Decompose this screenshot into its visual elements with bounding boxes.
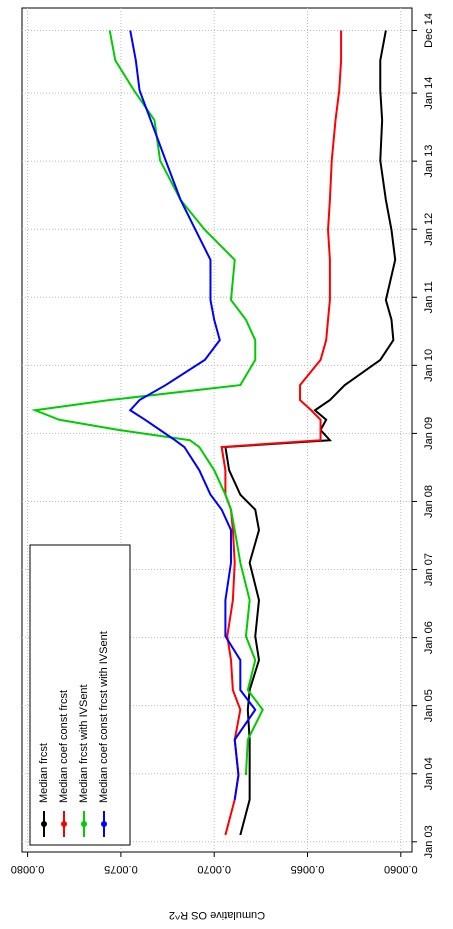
x-tick-label: Jan 11 bbox=[423, 281, 435, 313]
legend-marker bbox=[101, 821, 107, 827]
legend-box bbox=[29, 544, 131, 846]
series-line bbox=[128, 30, 257, 800]
y-axis-label: Cumulative OS R^2 bbox=[169, 909, 265, 921]
legend-label: Median frcst bbox=[38, 743, 50, 803]
x-tick-label: Jan 09 bbox=[423, 417, 435, 450]
x-tick-label: Jan 04 bbox=[423, 757, 435, 790]
series-line bbox=[220, 30, 343, 836]
series-line bbox=[224, 30, 397, 836]
x-tick-label: Jan 14 bbox=[423, 77, 435, 110]
legend-label: Median frcst with IVSent bbox=[78, 684, 90, 803]
y-tick-label: 0.0070 bbox=[197, 863, 231, 875]
x-tick-label: Jan 06 bbox=[423, 621, 435, 654]
x-tick-label: Jan 13 bbox=[423, 145, 435, 178]
x-tick-label: Jan 10 bbox=[423, 349, 435, 382]
legend-marker bbox=[61, 821, 67, 827]
plot-frame bbox=[21, 7, 413, 853]
y-tick-label: 0.0075 bbox=[104, 863, 138, 875]
legend-label: Median coef const frcst bbox=[58, 690, 70, 803]
legend: Median frcst Median coef const frcst Media… bbox=[29, 544, 131, 846]
x-tick-label: Jan 12 bbox=[423, 213, 435, 246]
y-tick-label: 0.0065 bbox=[291, 863, 325, 875]
x-tick-label: Jan 08 bbox=[423, 485, 435, 518]
legend-marker bbox=[81, 821, 87, 827]
x-tick-label: Dec 14 bbox=[423, 13, 435, 48]
y-tick-label: 0.0060 bbox=[384, 863, 418, 875]
x-tick-label: Jan 05 bbox=[423, 689, 435, 722]
y-tick-label: 0.0080 bbox=[11, 863, 45, 875]
x-tick-label: Jan 03 bbox=[423, 825, 435, 858]
legend-label: Median coef const frcst with IVSent bbox=[98, 631, 110, 803]
rotated-plot: Cumulative OS R^2 Jan 03 Jan 04 Jan 05 Jan … bbox=[11, 7, 435, 921]
legend-marker bbox=[41, 821, 47, 827]
x-tick-label: Jan 07 bbox=[423, 553, 435, 586]
